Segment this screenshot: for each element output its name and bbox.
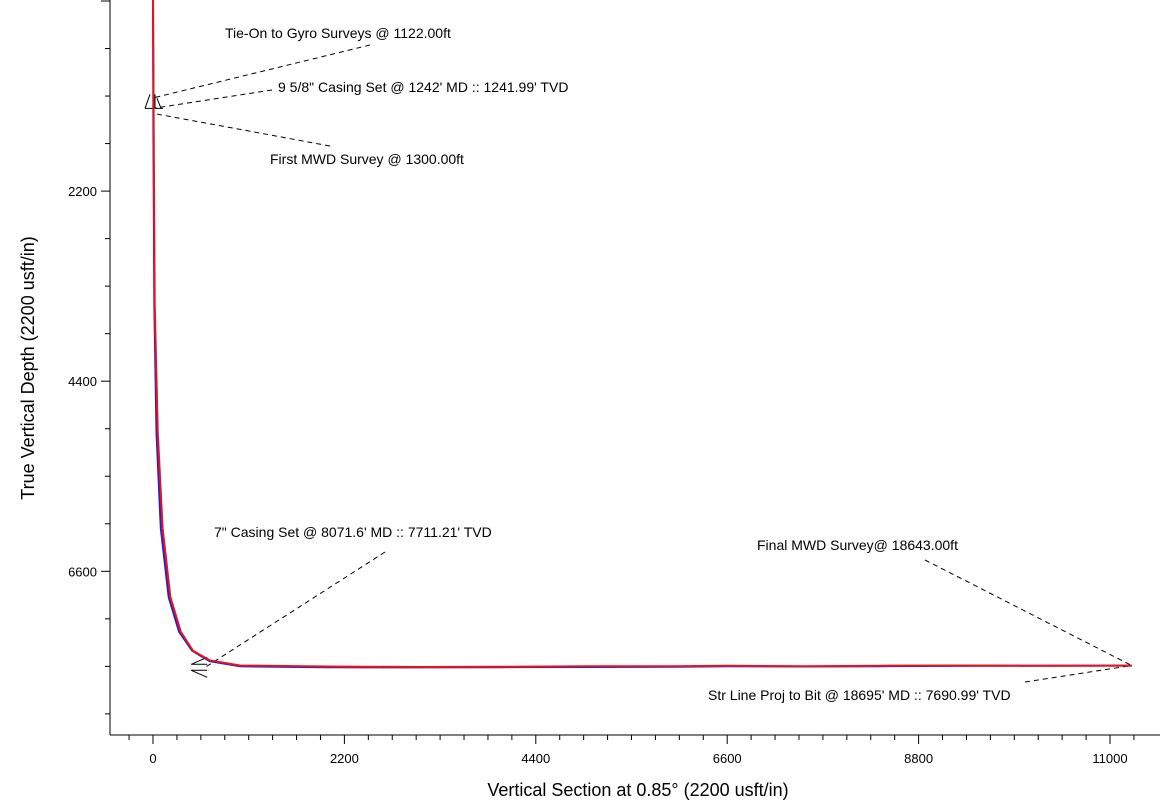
annot-str-line-proj: Str Line Proj to Bit @ 18695' MD :: 7690… bbox=[708, 687, 1011, 703]
x-tick-label: 0 bbox=[149, 751, 156, 766]
annot-final-mwd: Final MWD Survey@ 18643.00ft bbox=[757, 537, 958, 553]
annot-7-casing: 7" Casing Set @ 8071.6' MD :: 7711.21' T… bbox=[214, 524, 492, 540]
red-plan-line bbox=[152, 0, 1132, 668]
blue-survey-line bbox=[152, 0, 1132, 669]
y-tick-label: 2200 bbox=[68, 184, 97, 199]
series-lines bbox=[152, 0, 1132, 669]
tick-marks bbox=[101, 0, 1135, 744]
x-tick-label: 4400 bbox=[521, 751, 550, 766]
y-tick-label: 4400 bbox=[68, 374, 97, 389]
leader-line bbox=[924, 559, 1132, 667]
casing-7-symbol bbox=[190, 656, 208, 678]
x-tick-label: 8800 bbox=[904, 751, 933, 766]
leader-line bbox=[204, 551, 386, 668]
x-tick-label: 6600 bbox=[713, 751, 742, 766]
leader-line bbox=[152, 44, 371, 99]
annot-9-5-8-casing: 9 5/8" Casing Set @ 1242' MD :: 1241.99'… bbox=[278, 79, 568, 95]
y-tick-label: 6600 bbox=[68, 564, 97, 579]
y-tick-labels: 2200 4400 6600 bbox=[68, 184, 97, 579]
x-tick-label: 2200 bbox=[330, 751, 359, 766]
x-tick-labels: 0 2200 4400 6600 8800 11000 bbox=[149, 751, 1127, 766]
annotations: Tie-On to Gyro Surveys @ 1122.00ft 9 5/8"… bbox=[214, 25, 1011, 703]
casing-symbols bbox=[144, 94, 208, 678]
annot-tie-on: Tie-On to Gyro Surveys @ 1122.00ft bbox=[225, 25, 451, 41]
leader-line bbox=[152, 112, 331, 147]
annotation-leaders bbox=[152, 44, 1132, 683]
x-tick-label: 11000 bbox=[1092, 751, 1127, 766]
leader-line bbox=[1024, 665, 1132, 683]
axes bbox=[109, 0, 1160, 736]
leader-line bbox=[152, 89, 273, 109]
annot-first-mwd: First MWD Survey @ 1300.00ft bbox=[270, 151, 464, 167]
x-axis-title: Vertical Section at 0.85° (2200 usft/in) bbox=[487, 780, 788, 800]
y-axis-title: True Vertical Depth (2200 usft/in) bbox=[18, 236, 38, 499]
casing-9-5-8-symbol bbox=[144, 94, 163, 109]
